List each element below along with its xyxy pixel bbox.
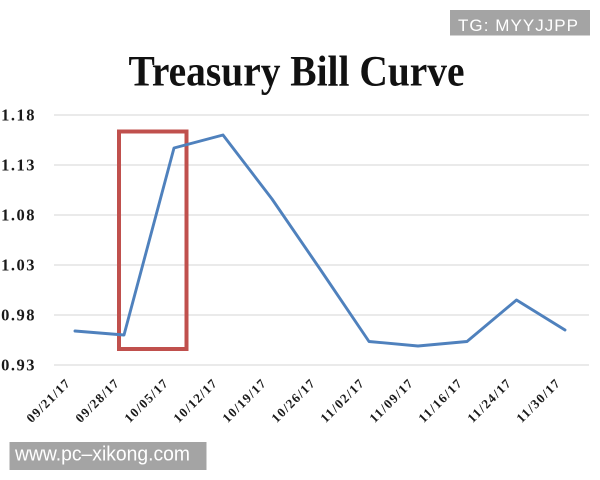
svg-text:10/26/17: 10/26/17	[268, 376, 318, 426]
svg-text:11/16/17: 11/16/17	[415, 376, 465, 426]
svg-text:10/12/17: 10/12/17	[170, 376, 220, 426]
svg-text:11/30/17: 11/30/17	[513, 376, 563, 426]
svg-text:1.08: 1.08	[1, 206, 36, 225]
svg-text:09/21/17: 09/21/17	[23, 376, 73, 426]
svg-text:10/05/17: 10/05/17	[121, 376, 171, 426]
svg-text:09/28/17: 09/28/17	[72, 376, 122, 426]
svg-text:1.03: 1.03	[1, 256, 36, 275]
svg-text:1.13: 1.13	[1, 156, 36, 175]
svg-text:11/09/17: 11/09/17	[366, 376, 416, 426]
svg-text:Treasury Bill Curve: Treasury Bill Curve	[129, 49, 465, 96]
svg-text:TG: MYYJJPP: TG: MYYJJPP	[458, 16, 578, 35]
svg-text:www.pc–xikong.com: www.pc–xikong.com	[14, 444, 190, 466]
svg-text:0.93: 0.93	[1, 356, 36, 375]
svg-text:1.18: 1.18	[1, 106, 36, 125]
svg-text:11/24/17: 11/24/17	[464, 376, 514, 426]
svg-text:0.98: 0.98	[1, 306, 36, 325]
svg-text:10/19/17: 10/19/17	[219, 376, 269, 426]
svg-text:11/02/17: 11/02/17	[317, 376, 367, 426]
